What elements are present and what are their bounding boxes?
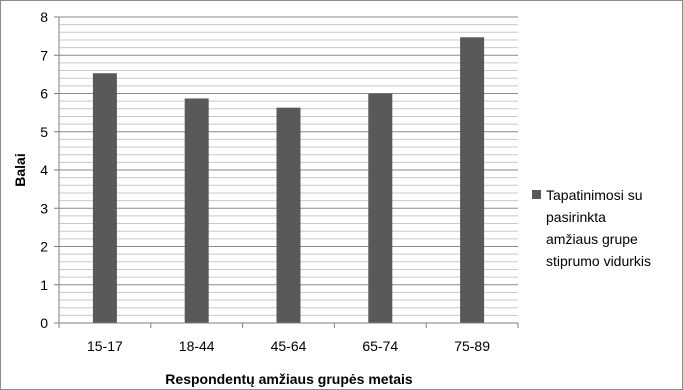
x-tick-labels: 15-17 18-44 45-64 65-74 75-89 <box>87 338 490 354</box>
y-tick-label: 1 <box>40 277 48 293</box>
y-tick-label: 6 <box>40 86 48 102</box>
bar-15-17 <box>92 73 117 323</box>
bars <box>92 37 485 324</box>
bar-65-74 <box>368 93 393 323</box>
y-tick-label: 8 <box>40 9 48 25</box>
legend-label: stiprumo vidurkis <box>546 253 651 269</box>
y-tick-label: 4 <box>40 162 48 178</box>
axes <box>54 16 519 328</box>
legend-label: Tapatinimosi su <box>546 187 643 203</box>
legend-swatch <box>532 190 541 199</box>
legend: Tapatinimosi su pasirinkta amžiaus grupe st… <box>532 187 651 269</box>
x-axis-title: Respondentų amžiaus grupės metais <box>165 371 413 387</box>
bar-18-44 <box>184 98 209 323</box>
y-tick-label: 3 <box>40 200 48 216</box>
legend-label: pasirinkta <box>546 209 606 225</box>
y-tick-label: 2 <box>40 239 48 255</box>
y-axis-title: Balai <box>12 153 28 186</box>
y-tick-label: 7 <box>40 47 48 63</box>
y-tick-labels: 0 1 2 3 4 5 6 7 8 <box>40 9 48 331</box>
x-tick-label: 65-74 <box>362 338 398 354</box>
x-tick-label: 15-17 <box>87 338 123 354</box>
x-tick-label: 18-44 <box>179 338 215 354</box>
legend-label: amžiaus grupe <box>546 231 638 247</box>
x-tick-label: 45-64 <box>271 338 307 354</box>
y-tick-label: 0 <box>40 315 48 331</box>
bar-75-89 <box>460 37 485 324</box>
bar-45-64 <box>276 107 301 323</box>
x-tick-label: 75-89 <box>454 338 490 354</box>
y-tick-label: 5 <box>40 124 48 140</box>
